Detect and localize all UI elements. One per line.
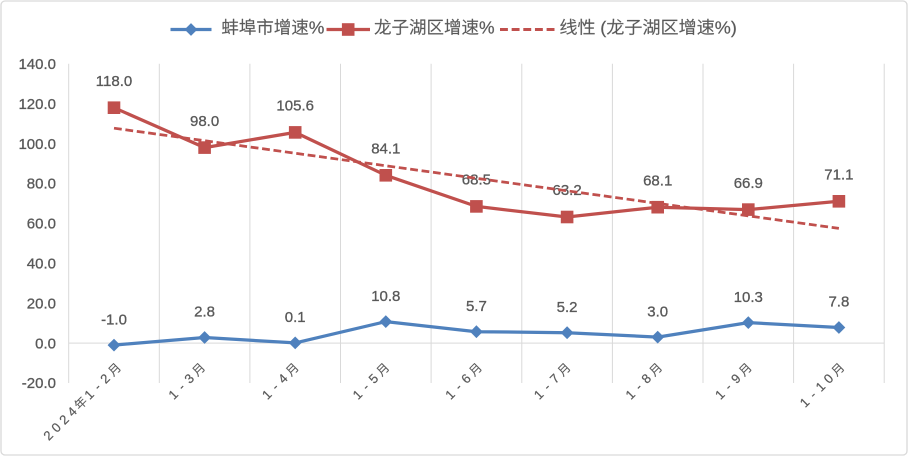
svg-text:105.6: 105.6 (276, 98, 314, 115)
svg-text:84.1: 84.1 (371, 141, 400, 158)
svg-text:63.2: 63.2 (552, 182, 581, 199)
svg-text:2.8: 2.8 (194, 304, 215, 321)
svg-text:5.2: 5.2 (557, 299, 578, 316)
svg-text:-20.0: -20.0 (22, 375, 56, 392)
svg-text:20.0: 20.0 (27, 295, 56, 312)
svg-text:66.9: 66.9 (734, 175, 763, 192)
svg-text:120.0: 120.0 (18, 96, 56, 113)
svg-text:80.0: 80.0 (27, 176, 56, 193)
svg-text:71.1: 71.1 (824, 167, 853, 184)
svg-text:140.0: 140.0 (18, 56, 56, 73)
svg-text:7.8: 7.8 (828, 294, 849, 311)
svg-text:10.3: 10.3 (734, 289, 763, 306)
svg-text:98.0: 98.0 (190, 113, 219, 130)
svg-text:60.0: 60.0 (27, 216, 56, 233)
svg-text:0.1: 0.1 (285, 309, 306, 326)
svg-text:0.0: 0.0 (35, 335, 56, 352)
svg-text:5.7: 5.7 (466, 298, 487, 315)
svg-text:68.5: 68.5 (462, 172, 491, 189)
svg-text:10.8: 10.8 (371, 288, 400, 305)
svg-text:40.0: 40.0 (27, 256, 56, 273)
svg-text:-1.0: -1.0 (101, 311, 127, 328)
svg-text:118.0: 118.0 (96, 73, 132, 90)
svg-text:3.0: 3.0 (647, 303, 668, 320)
svg-text:68.1: 68.1 (643, 172, 672, 189)
svg-text:100.0: 100.0 (18, 136, 56, 153)
